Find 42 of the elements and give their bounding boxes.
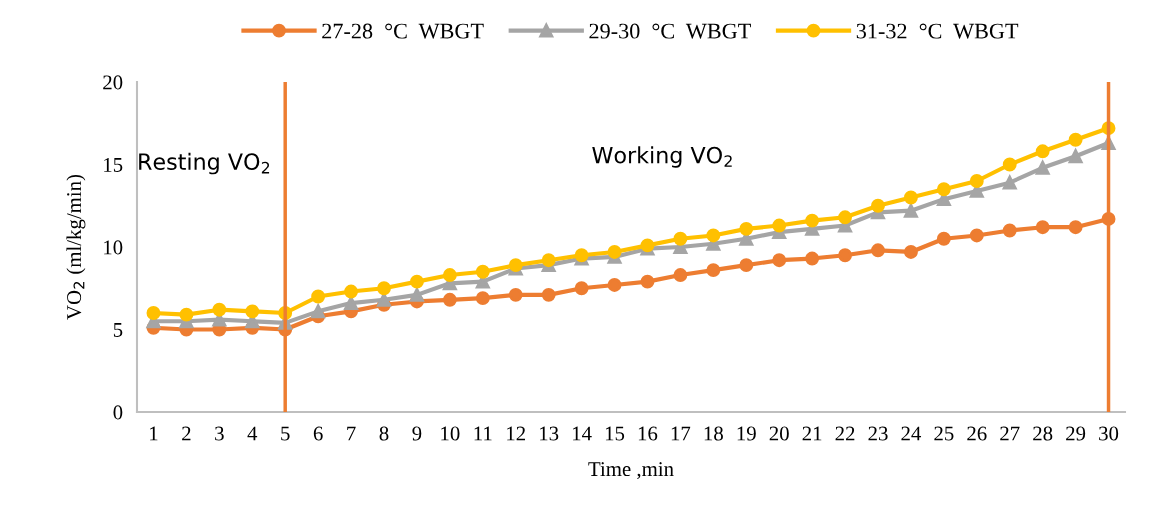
x-tick-label: 8: [379, 426, 389, 441]
x-tick-label: 20: [769, 426, 789, 441]
x-tick-label: 4: [247, 426, 258, 441]
x-tick-label: 27: [1000, 426, 1020, 441]
x-tick-label: 15: [605, 426, 625, 441]
x-tick-label: 18: [704, 426, 723, 441]
x-tick-label: 9: [412, 426, 422, 441]
x-tick-label: 22: [835, 426, 855, 441]
x-tick-label: 13: [540, 426, 559, 441]
x-tick-label: 1: [150, 426, 158, 441]
x-tick-label: 11: [474, 426, 492, 441]
x-axis-title: Time ,min: [588, 462, 674, 480]
annotation: Resting VO$_{2}$: [139, 152, 270, 175]
legend-label: 31-32 °C WBGT: [856, 23, 1019, 39]
x-tick-label: 3: [215, 426, 224, 441]
y-tick-label: 20: [103, 75, 123, 90]
y-tick-label: 5: [113, 323, 123, 337]
x-tick-label: 25: [934, 426, 954, 441]
legend-label: 27-28 °C WBGT: [322, 23, 484, 39]
x-tick-label: 10: [441, 426, 460, 441]
legend-label: 29-30 °C WBGT: [589, 23, 751, 39]
y-tick-label: 0: [113, 405, 123, 420]
x-tick-label: 17: [671, 426, 691, 441]
x-tick-label: 19: [737, 426, 756, 441]
x-tick-label: 26: [967, 426, 987, 441]
y-axis-title: VO$_{2}$ (ml/kg/min): [66, 174, 86, 320]
x-tick-label: 5: [281, 426, 290, 441]
x-tick-label: 14: [573, 426, 592, 441]
x-tick-label: 29: [1066, 426, 1086, 441]
x-tick-label: 23: [868, 426, 888, 441]
x-tick-label: 21: [802, 426, 822, 441]
x-tick-label: 24: [901, 426, 922, 441]
x-tick-label: 30: [1099, 426, 1119, 441]
x-tick-label: 12: [507, 426, 525, 441]
y-tick-label: 15: [104, 157, 123, 172]
x-tick-label: 28: [1033, 426, 1053, 441]
x-tick-label: 7: [347, 426, 356, 441]
x-tick-label: 6: [313, 426, 323, 441]
x-tick-label: 16: [638, 426, 658, 441]
x-tick-label: 2: [182, 426, 191, 441]
annotation: Working VO$_{2}$: [592, 146, 732, 168]
y-tick-label: 10: [104, 240, 123, 255]
